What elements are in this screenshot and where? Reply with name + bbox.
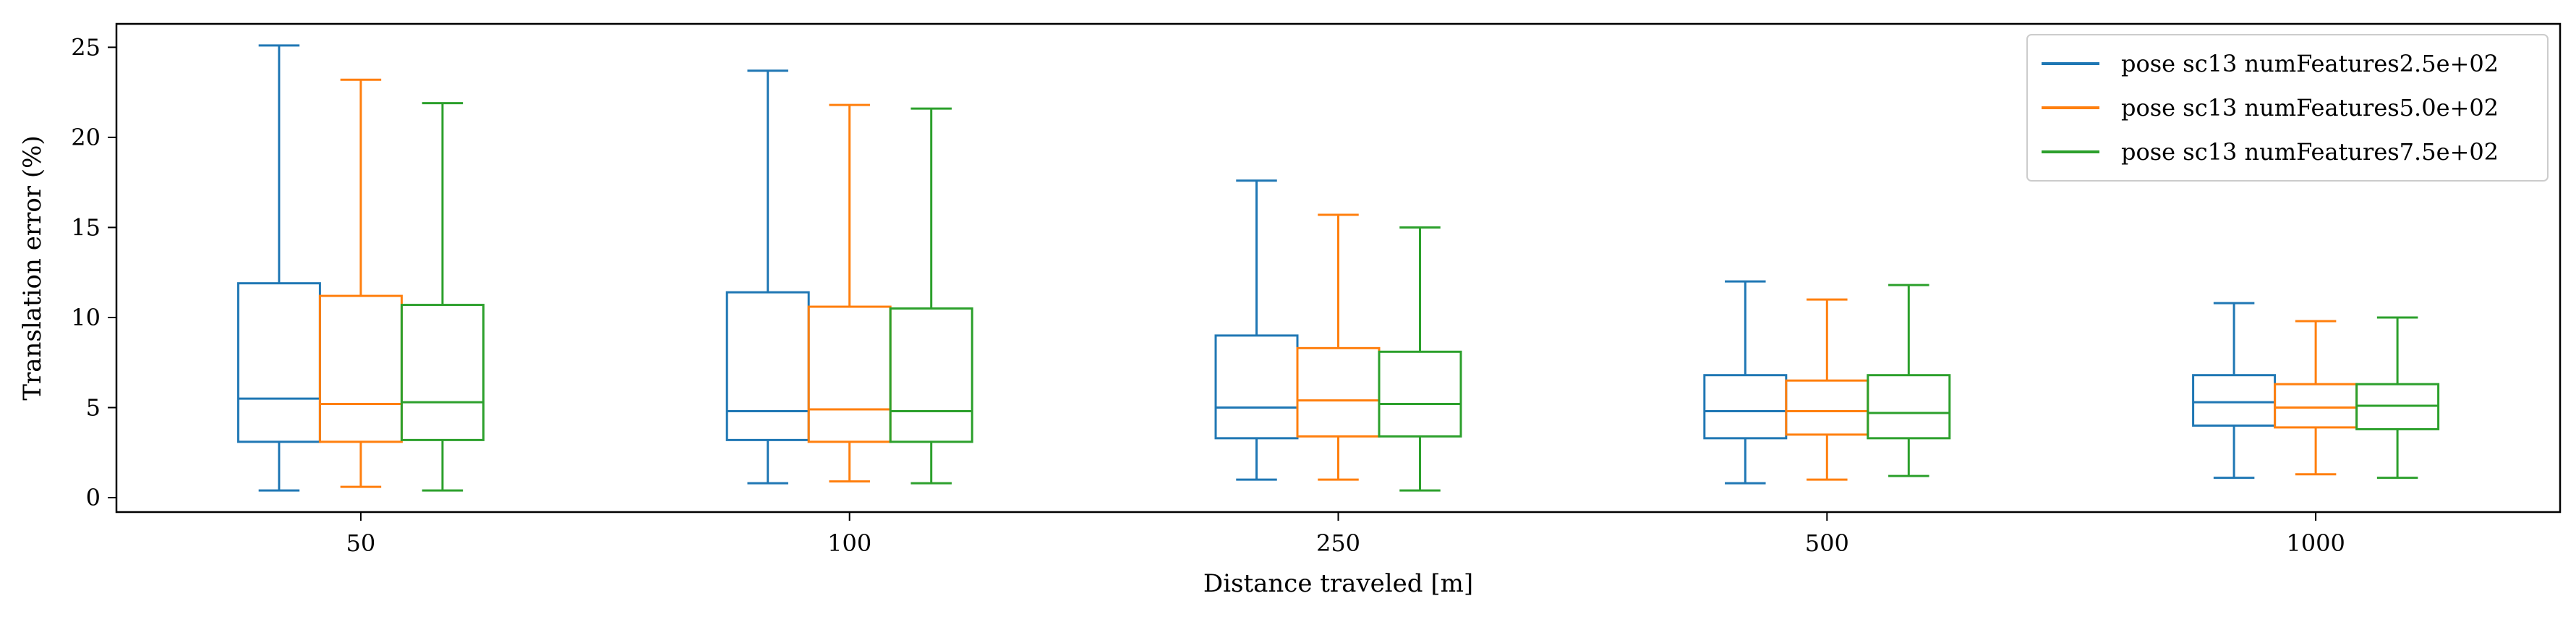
box-1000-series-1	[2192, 302, 2277, 480]
box-1000-series-2	[2274, 320, 2358, 476]
y-axis-label: Translation error (%)	[18, 135, 47, 400]
iqr-box	[807, 305, 892, 443]
iqr-box	[1785, 379, 1869, 436]
y-axis: 0 5 10 15 20 25	[71, 33, 116, 511]
legend-item: pose sc13 numFeatures2.5e+02	[2042, 50, 2499, 77]
box-250-series-3	[1378, 226, 1462, 492]
iqr-box	[318, 294, 403, 443]
box-500-series-3	[1867, 284, 1951, 477]
iqr-box	[1214, 334, 1299, 440]
iqr-box	[1296, 346, 1381, 438]
legend-label: pose sc13 numFeatures7.5e+02	[2121, 138, 2499, 166]
iqr-box	[2274, 383, 2358, 429]
box-500-series-2	[1785, 298, 1869, 481]
y-tick-label: 20	[71, 124, 101, 151]
iqr-box	[1703, 374, 1788, 440]
axes-frame	[115, 22, 2562, 514]
legend-item: pose sc13 numFeatures7.5e+02	[2042, 138, 2499, 166]
iqr-box	[400, 304, 485, 441]
box-50-series-3	[400, 102, 485, 492]
x-tick-label: 500	[1805, 529, 1849, 557]
y-tick-label: 10	[71, 304, 101, 331]
box-250-series-1	[1214, 179, 1299, 481]
iqr-box	[889, 307, 973, 443]
legend-box	[2026, 34, 2549, 182]
x-tick-label: 250	[1316, 529, 1360, 557]
legend: pose sc13 numFeatures2.5e+02 pose sc13 nu…	[2026, 34, 2549, 182]
box-500-series-1	[1703, 280, 1788, 485]
y-tick-label: 15	[71, 213, 101, 241]
box-250-series-2	[1296, 213, 1381, 481]
y-tick-label: 25	[71, 33, 101, 61]
iqr-box	[236, 282, 321, 443]
box-1000-series-3	[2355, 316, 2440, 480]
box-50-series-2	[318, 78, 403, 488]
iqr-box	[1378, 350, 1462, 438]
legend-item: pose sc13 numFeatures5.0e+02	[2042, 94, 2499, 122]
box-100-series-2	[807, 103, 892, 483]
plot-area	[236, 44, 2440, 492]
box-100-series-3	[889, 107, 973, 485]
x-axis: 50 100 250 500 1000	[346, 512, 2345, 557]
box-100-series-1	[725, 69, 810, 485]
x-tick-label: 50	[346, 529, 376, 557]
x-tick-label: 1000	[2286, 529, 2345, 557]
iqr-box	[1867, 374, 1951, 440]
x-axis-label: Distance traveled [m]	[1203, 569, 1473, 598]
iqr-box	[2192, 374, 2277, 427]
x-tick-label: 100	[827, 529, 871, 557]
legend-label: pose sc13 numFeatures2.5e+02	[2121, 50, 2499, 77]
iqr-box	[725, 291, 810, 441]
y-tick-label: 5	[86, 394, 101, 422]
box-50-series-1	[236, 44, 321, 492]
y-tick-label: 0	[86, 484, 101, 511]
legend-label: pose sc13 numFeatures5.0e+02	[2121, 94, 2499, 122]
